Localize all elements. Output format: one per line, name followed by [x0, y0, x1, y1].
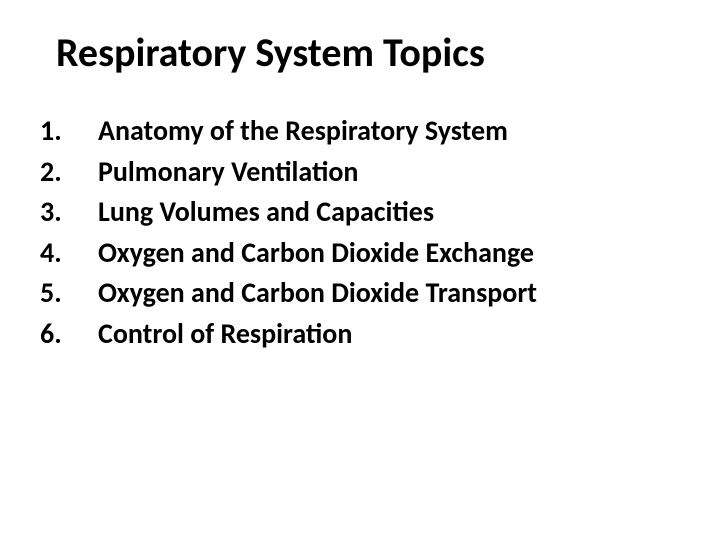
slide: Respiratory System Topics 1. Anatomy of …: [0, 0, 720, 540]
list-item: 3. Lung Volumes and Capacities: [40, 192, 680, 233]
list-item-label: Pulmonary Ventilation: [98, 152, 680, 193]
list-item-label: Control of Respiration: [98, 314, 680, 355]
list-item-number: 6.: [40, 314, 98, 355]
list-item: 4. Oxygen and Carbon Dioxide Exchange: [40, 233, 680, 274]
topic-list: 1. Anatomy of the Respiratory System 2. …: [40, 111, 680, 355]
list-item: 2. Pulmonary Ventilation: [40, 152, 680, 193]
list-item-number: 2.: [40, 152, 98, 193]
list-item-number: 5.: [40, 273, 98, 314]
slide-title: Respiratory System Topics: [56, 28, 680, 77]
list-item-number: 4.: [40, 233, 98, 274]
list-item-label: Anatomy of the Respiratory System: [98, 111, 680, 152]
list-item: 1. Anatomy of the Respiratory System: [40, 111, 680, 152]
list-item-number: 1.: [40, 111, 98, 152]
list-item-number: 3.: [40, 192, 98, 233]
list-item-label: Oxygen and Carbon Dioxide Exchange: [98, 233, 680, 274]
list-item: 6. Control of Respiration: [40, 314, 680, 355]
list-item-label: Lung Volumes and Capacities: [98, 192, 680, 233]
list-item: 5. Oxygen and Carbon Dioxide Transport: [40, 273, 680, 314]
list-item-label: Oxygen and Carbon Dioxide Transport: [98, 273, 680, 314]
